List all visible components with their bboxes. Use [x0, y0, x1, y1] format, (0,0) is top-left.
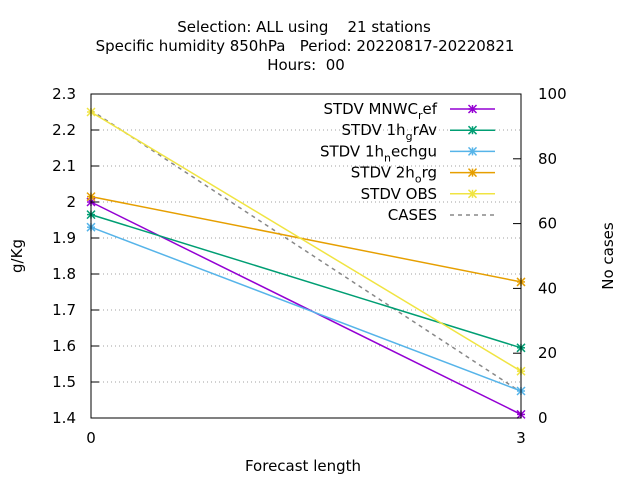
- legend-marker: [467, 104, 478, 114]
- y-tick-label: 2.2: [52, 121, 76, 139]
- series-line-2: [90, 213, 522, 349]
- title-line-3: Hours: 00: [267, 56, 345, 74]
- y2-axis-label: No cases: [599, 222, 617, 290]
- legend-label: STDV MNWCref: [323, 100, 437, 122]
- plot-frame: [90, 93, 522, 419]
- y-axis-label: g/Kg: [8, 239, 26, 273]
- series-line-4: [90, 195, 522, 283]
- legend-label: STDV 1hgrAv: [342, 121, 438, 143]
- axis-ticks: 1.4 1.5 1.6 1.7 1.8 1.9 2 2.1 2.2 2.3 0 20 40 60 80 100…: [52, 85, 567, 447]
- legend-label: STDV 2horg: [351, 164, 437, 186]
- legend-marker: [467, 146, 478, 156]
- legend-label: STDV OBS: [361, 185, 437, 203]
- y2-tick-label: 80: [538, 150, 557, 168]
- y-tick-label: 2.1: [52, 157, 76, 175]
- series-line-3: [90, 226, 522, 392]
- y2-tick-label: 20: [538, 344, 557, 362]
- x-axis-label: Forecast length: [245, 457, 361, 475]
- legend-label: CASES: [388, 206, 437, 224]
- y-tick-label: 1.9: [52, 229, 76, 247]
- y-tick-label: 1.4: [52, 409, 76, 427]
- title-line-1: Selection: ALL using 21 stations: [177, 18, 431, 36]
- y-tick-label: 1.8: [52, 265, 76, 283]
- x-tick-label: 0: [86, 429, 96, 447]
- series-line-6: [90, 109, 522, 393]
- y2-tick-label: 100: [538, 85, 567, 103]
- legend-label: STDV 1hnechgu: [320, 142, 437, 164]
- title-line-2: Specific humidity 850hPa Period: 2022081…: [96, 37, 515, 55]
- y-tick-label: 1.7: [52, 301, 76, 319]
- series-line-5: [90, 111, 522, 372]
- legend-marker: [467, 189, 478, 199]
- x-tick-label: 3: [516, 429, 526, 447]
- y-tick-label: 2.3: [52, 85, 76, 103]
- cases-series: [90, 109, 522, 393]
- y2-tick-label: 0: [538, 409, 548, 427]
- y-tick-label: 2: [66, 193, 76, 211]
- y2-tick-label: 60: [538, 215, 557, 233]
- y-tick-label: 1.6: [52, 337, 76, 355]
- y-tick-label: 1.5: [52, 373, 76, 391]
- grid: [91, 129, 521, 383]
- data-series: [86, 107, 526, 419]
- legend-marker: [467, 168, 478, 178]
- chart-title: Selection: ALL using 21 stations Specifi…: [96, 18, 515, 74]
- legend-marker: [467, 125, 478, 135]
- y2-tick-label: 40: [538, 279, 557, 297]
